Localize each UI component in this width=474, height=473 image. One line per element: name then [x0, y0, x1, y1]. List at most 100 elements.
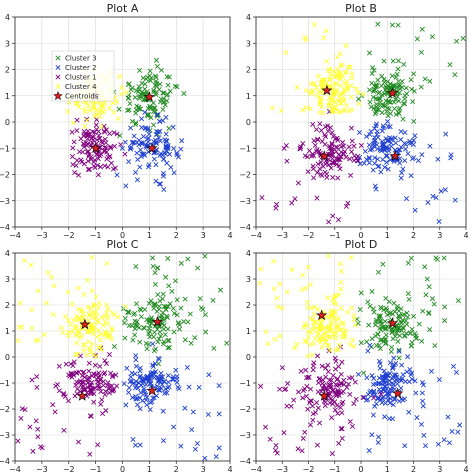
point-cluster-3: [125, 107, 131, 113]
point-cluster-2: [370, 381, 376, 388]
legend-marker: [55, 64, 61, 71]
point-cluster-1: [355, 158, 361, 164]
point-cluster-3: [396, 347, 402, 353]
point-cluster-2: [402, 129, 408, 135]
point-cluster-4: [50, 312, 56, 318]
point-cluster-3: [379, 305, 385, 311]
point-cluster-2: [156, 135, 162, 141]
point-cluster-1: [262, 424, 269, 430]
point-cluster-3: [151, 305, 157, 311]
point-cluster-1: [343, 154, 349, 160]
point-cluster-1: [351, 143, 357, 149]
point-cluster-3: [419, 338, 425, 344]
point-cluster-3: [154, 265, 160, 271]
point-cluster-1: [84, 132, 90, 138]
y-tick-label: 1: [5, 327, 10, 336]
point-cluster-3: [377, 337, 383, 343]
point-cluster-1: [329, 140, 335, 146]
point-cluster-2: [366, 160, 372, 166]
point-cluster-4: [330, 91, 336, 97]
point-cluster-2: [445, 414, 451, 420]
point-cluster-1: [315, 137, 321, 143]
point-cluster-1: [52, 409, 58, 415]
point-cluster-2: [373, 121, 380, 127]
point-cluster-1: [318, 127, 324, 133]
point-cluster-2: [133, 169, 139, 175]
point-cluster-3: [414, 335, 420, 341]
point-cluster-1: [73, 382, 79, 388]
point-cluster-4: [341, 107, 347, 113]
point-cluster-1: [322, 403, 328, 409]
point-cluster-1: [351, 153, 358, 159]
point-cluster-1: [88, 154, 94, 160]
y-tick-label: −2: [0, 405, 10, 414]
y-tick-label: 2: [246, 301, 251, 310]
point-cluster-2: [129, 378, 135, 384]
point-cluster-1: [93, 122, 99, 128]
point-cluster-4: [73, 101, 79, 107]
point-cluster-4: [345, 64, 351, 70]
point-cluster-2: [186, 384, 192, 390]
point-cluster-2: [387, 124, 393, 130]
point-cluster-4: [101, 331, 107, 337]
point-cluster-4: [329, 106, 335, 112]
point-cluster-2: [392, 396, 398, 402]
point-cluster-2: [147, 406, 153, 412]
point-cluster-2: [154, 112, 160, 118]
point-cluster-2: [379, 128, 385, 134]
point-cluster-2: [368, 128, 374, 134]
point-cluster-1: [96, 132, 102, 139]
point-cluster-1: [94, 376, 100, 382]
point-cluster-3: [166, 283, 172, 289]
point-cluster-4: [93, 354, 99, 360]
point-cluster-3: [372, 322, 378, 328]
point-cluster-4: [289, 267, 295, 273]
point-cluster-4: [336, 342, 342, 348]
point-cluster-1: [104, 149, 110, 155]
point-cluster-2: [398, 385, 404, 391]
point-cluster-4: [105, 321, 111, 327]
point-cluster-3: [152, 270, 158, 276]
point-cluster-2: [178, 443, 184, 449]
point-cluster-3: [404, 91, 410, 97]
point-cluster-4: [350, 337, 356, 343]
point-cluster-4: [334, 54, 340, 60]
point-cluster-3: [396, 98, 402, 104]
plot-title: Plot C: [107, 238, 139, 251]
point-cluster-3: [133, 121, 139, 127]
point-cluster-4: [65, 333, 72, 339]
point-cluster-3: [200, 306, 206, 312]
legend-marker: [53, 90, 63, 101]
point-cluster-1: [289, 200, 295, 206]
point-cluster-4: [60, 329, 66, 335]
point-cluster-3: [376, 107, 382, 113]
point-cluster-2: [388, 140, 394, 146]
point-cluster-3: [152, 302, 158, 308]
point-cluster-2: [385, 372, 391, 378]
x-tick-label: −4: [9, 465, 21, 473]
point-cluster-3: [142, 306, 148, 312]
x-tick-label: 0: [358, 231, 363, 240]
point-cluster-4: [330, 300, 336, 306]
point-cluster-4: [327, 334, 333, 340]
point-cluster-1: [92, 129, 98, 135]
point-cluster-1: [96, 370, 102, 376]
point-cluster-1: [309, 153, 315, 159]
point-cluster-1: [318, 389, 324, 395]
point-cluster-2: [165, 385, 171, 391]
point-cluster-4: [109, 336, 115, 342]
point-cluster-1: [314, 400, 320, 406]
point-cluster-1: [321, 382, 327, 388]
point-cluster-4: [308, 91, 314, 97]
point-cluster-4: [19, 324, 25, 330]
point-cluster-3: [355, 320, 361, 326]
point-cluster-2: [157, 387, 163, 393]
point-cluster-1: [273, 442, 279, 448]
point-cluster-1: [346, 144, 352, 150]
point-cluster-4: [347, 342, 353, 348]
point-cluster-1: [99, 138, 105, 144]
point-cluster-1: [79, 159, 85, 165]
point-cluster-1: [345, 200, 351, 206]
point-cluster-1: [99, 397, 105, 403]
point-cluster-3: [150, 122, 157, 128]
